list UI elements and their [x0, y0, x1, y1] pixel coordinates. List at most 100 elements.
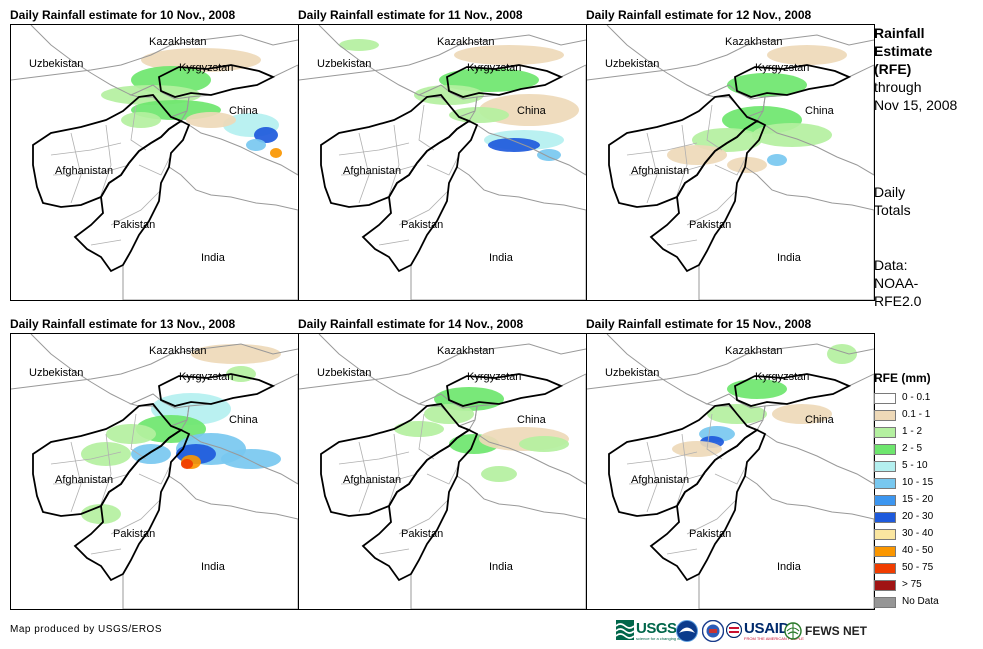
- province-line: [378, 548, 410, 555]
- legend-swatch: [874, 478, 896, 489]
- kazakhstan-border: [587, 343, 874, 390]
- rain-patch: [727, 157, 767, 173]
- province-line: [714, 463, 748, 485]
- rfe-legend: RFE (mm) 0 - 0.1 0.1 - 1 1 - 2 2 - 5 5 - 10 1…: [874, 371, 939, 612]
- label-kyrgyzstan: Kyrgyzstan: [179, 371, 234, 383]
- map-frame: Kazakhstan Uzbekistan Kyrgyzstan China Afgha…: [298, 24, 587, 301]
- india-border: [698, 475, 874, 609]
- label-india: India: [489, 561, 513, 573]
- label-afghanistan: Afghanistan: [343, 165, 402, 177]
- india-border: [410, 475, 586, 609]
- usaid-logo-tagline: FROM THE AMERICAN PEOPLE: [744, 636, 804, 641]
- rain-patch: [767, 154, 787, 166]
- label-china: China: [805, 105, 834, 117]
- province-line: [52, 473, 130, 485]
- province-line: [338, 451, 410, 465]
- rain-patch: [727, 379, 787, 399]
- province-line: [340, 473, 418, 485]
- rain-patch: [246, 139, 266, 151]
- legend-label: 1 - 2: [902, 426, 923, 437]
- sidebar-data-line: NOAA-: [874, 275, 919, 291]
- label-uzbekistan: Uzbekistan: [29, 367, 84, 379]
- label-india: India: [489, 252, 513, 264]
- map-panel-nov11: Daily Rainfall estimate for 11 Nov., 200…: [298, 8, 588, 301]
- label-uzbekistan: Uzbekistan: [605, 367, 660, 379]
- province-line: [358, 132, 370, 204]
- legend-item: 50 - 75: [874, 561, 933, 578]
- sidebar-title: Rainfall Estimate (RFE) through Nov 15, …: [874, 24, 957, 114]
- rain-patch: [81, 504, 121, 524]
- uzbekistan-border: [606, 334, 708, 405]
- legend-swatch: [874, 461, 896, 472]
- india-border: [410, 166, 586, 300]
- label-india: India: [201, 252, 225, 264]
- sidebar-title-line: through: [874, 79, 922, 95]
- rain-patch: [519, 436, 569, 452]
- legend-swatch: [874, 580, 896, 591]
- tajikistan-border: [129, 393, 190, 427]
- legend-swatch: [874, 546, 896, 557]
- label-uzbekistan: Uzbekistan: [29, 58, 84, 70]
- label-afghanistan: Afghanistan: [631, 474, 690, 486]
- sidebar-data-line: Data:: [874, 257, 908, 273]
- panel-title: Daily Rainfall estimate for 10 Nov., 200…: [10, 8, 236, 22]
- province-line: [426, 463, 460, 485]
- label-pakistan: Pakistan: [113, 528, 156, 540]
- label-kazakhstan: Kazakhstan: [437, 36, 495, 48]
- india-border: [122, 166, 298, 300]
- label-kyrgyzstan: Kyrgyzstan: [755, 371, 810, 383]
- label-kyrgyzstan: Kyrgyzstan: [755, 62, 810, 74]
- map-panel-nov14: Daily Rainfall estimate for 14 Nov., 200…: [298, 317, 588, 610]
- label-kyrgyzstan: Kyrgyzstan: [467, 371, 522, 383]
- sidebar-daily-line: Daily: [874, 184, 906, 200]
- label-pakistan: Pakistan: [401, 219, 444, 231]
- province-line: [138, 463, 172, 485]
- province-line: [100, 124, 112, 196]
- province-line: [426, 154, 460, 176]
- province-line: [706, 413, 723, 460]
- sidebar-title-line: Rainfall: [874, 25, 925, 41]
- usgs-logo-text: USGS: [636, 620, 677, 637]
- rain-patch: [672, 441, 722, 457]
- legend-label: 15 - 20: [902, 494, 934, 505]
- panel-title: Daily Rainfall estimate for 12 Nov., 200…: [586, 8, 812, 22]
- usgs-logo-tagline: science for a changing world: [636, 636, 687, 641]
- province-line: [628, 473, 706, 485]
- pakistan-border: [649, 119, 767, 273]
- legend-label: 10 - 15: [902, 477, 934, 488]
- legend-swatch: [874, 597, 896, 608]
- kyrgyzstan-border: [158, 64, 276, 98]
- province-line: [706, 104, 723, 151]
- rain-patch: [186, 112, 236, 128]
- province-line: [50, 451, 122, 465]
- label-afghanistan: Afghanistan: [343, 474, 402, 486]
- rainfall-map: [299, 25, 586, 300]
- tajikistan-border: [705, 393, 766, 427]
- province-line: [138, 154, 172, 176]
- legend-swatch: [874, 495, 896, 506]
- legend-item: 10 - 15: [874, 476, 934, 493]
- rain-patch: [106, 424, 156, 444]
- province-line: [626, 142, 698, 156]
- rain-patch: [667, 145, 727, 165]
- province-line: [676, 433, 688, 505]
- kazakhstan-border: [11, 34, 298, 81]
- legend-label: 30 - 40: [902, 528, 934, 539]
- legend-label: 0.1 - 1: [902, 409, 931, 420]
- uzbekistan-border: [318, 334, 420, 405]
- province-line: [130, 413, 147, 460]
- province-line: [70, 441, 82, 513]
- rain-patch: [414, 85, 484, 105]
- panel-title: Daily Rainfall estimate for 11 Nov., 200…: [298, 8, 523, 22]
- province-line: [646, 132, 658, 204]
- usgs-logo: USGS science for a changing world: [616, 618, 687, 644]
- province-line: [340, 164, 418, 176]
- label-kazakhstan: Kazakhstan: [149, 36, 207, 48]
- label-pakistan: Pakistan: [689, 219, 732, 231]
- sidebar-data-line: RFE2.0: [874, 293, 922, 309]
- province-line: [110, 498, 162, 535]
- legend-swatch: [874, 410, 896, 421]
- province-line: [628, 164, 706, 176]
- province-line: [666, 239, 698, 246]
- rainfall-map: [587, 334, 874, 609]
